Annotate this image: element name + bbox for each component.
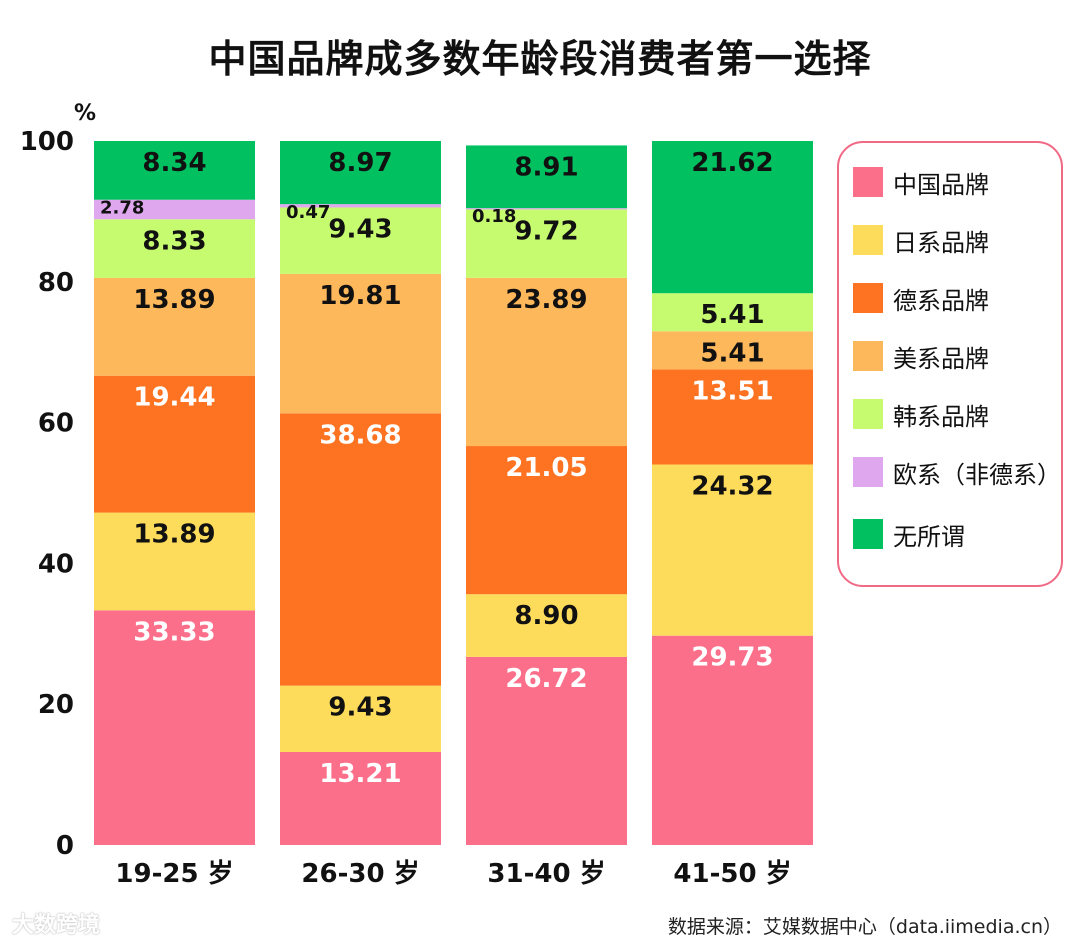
bar-segment [652,293,813,332]
data-label: 23.89 [505,285,587,315]
data-label: 9.43 [328,214,392,244]
data-label: 8.33 [142,226,206,256]
legend-item: 欧系（非德系） [853,455,1061,489]
bar-segment [94,375,255,513]
legend-item: 无所谓 [853,517,965,551]
bar-segment [280,273,441,414]
x-tick-label: 31-40 岁 [487,858,605,889]
legend-swatch [853,167,883,197]
legend-label: 中国品牌 [893,170,989,199]
legend-swatch [853,457,883,487]
bar-segment [280,141,441,205]
data-label: 5.41 [700,338,764,368]
bar-segment [94,219,255,278]
bar-segment [652,141,813,294]
chart-title: 中国品牌成多数年龄段消费者第一选择 [208,37,872,81]
x-tick-label: 41-50 岁 [673,858,791,889]
legend-swatch [853,283,883,313]
data-label: 0.47 [286,202,330,223]
legend-swatch [853,519,883,549]
data-label: 21.05 [505,453,587,483]
data-label: 19.81 [319,281,401,311]
bar-segment [466,208,627,210]
legend-swatch [853,225,883,255]
legend-swatch [853,399,883,429]
bar-segment [94,141,255,200]
legend-item: 日系品牌 [853,223,989,257]
legend-label: 无所谓 [893,522,965,551]
bar-segment [466,446,627,595]
bar-segment [652,331,813,370]
data-label: 24.32 [691,471,773,501]
data-label: 21.62 [691,148,773,178]
legend: 中国品牌日系品牌德系品牌美系品牌韩系品牌欧系（非德系） 无所谓 [837,141,1063,587]
y-tick-label: 60 [38,409,74,439]
y-tick-label: 100 [20,127,74,157]
data-label: 13.21 [319,759,401,789]
y-tick-label: 0 [56,831,74,861]
data-label: 13.89 [133,285,215,315]
legend-swatch [853,341,883,371]
data-label: 8.91 [514,152,578,182]
data-label: 33.33 [133,617,215,647]
bar-segment [466,209,627,278]
legend-label: 美系品牌 [893,344,989,373]
legend-item: 中国品牌 [853,165,989,199]
bar-segment [466,656,627,845]
bar-segment [466,594,627,657]
bar-segment [94,610,255,845]
legend-item: 韩系品牌 [853,397,989,431]
bar-segment [94,512,255,611]
data-label: 29.73 [691,643,773,673]
data-label: 26.72 [505,664,587,694]
source-note: 数据来源：艾媒数据中心（data.iimedia.cn） [667,916,1062,938]
y-tick-label: 20 [38,690,74,720]
data-label: 8.90 [514,601,578,631]
bar-segment [94,277,255,376]
bar-segment [466,145,627,209]
data-label: 9.72 [514,216,578,246]
bar-group: 26.72 8.90 21.05 23.89 9.720.18 8.91 [466,145,627,845]
y-tick-label: 80 [38,268,74,298]
bar-segment [280,752,441,845]
bar-segment [280,207,441,274]
data-label: 8.97 [328,148,392,178]
data-label: 2.78 [100,198,144,219]
data-label: 9.43 [328,693,392,723]
data-label: 13.51 [691,376,773,406]
bar-segment [94,199,255,220]
bar-group: 33.33 13.89 19.44 13.89 8.33 2.78 8.34 [94,141,255,845]
data-label: 0.18 [472,206,516,227]
legend-label: 韩系品牌 [893,402,989,431]
bar-segment [652,369,813,465]
legend-label: 日系品牌 [893,228,989,257]
x-tick-label: 26-30 岁 [301,858,419,889]
y-tick-label: 40 [38,549,74,579]
bar-segment [652,464,813,636]
legend-label: 欧系（非德系） [893,460,1061,489]
bar-segment [280,685,441,753]
data-label: 38.68 [319,420,401,450]
data-label: 13.89 [133,520,215,550]
data-label: 8.34 [142,148,206,178]
bar-segment [652,635,813,845]
data-label: 5.41 [700,300,764,330]
y-axis-label: % [74,101,96,126]
legend-item: 美系品牌 [853,339,989,373]
data-label: 19.44 [133,383,215,413]
bar-group: 29.73 24.32 13.51 5.41 5.41 21.62 [652,141,813,845]
legend-label: 德系品牌 [893,286,989,315]
legend-item: 德系品牌 [853,281,989,315]
x-tick-label: 19-25 岁 [115,858,233,889]
bar-segment [466,277,627,447]
bar-segment [280,413,441,686]
bar-segment [280,204,441,208]
watermark: 大数跨境 [12,913,101,938]
